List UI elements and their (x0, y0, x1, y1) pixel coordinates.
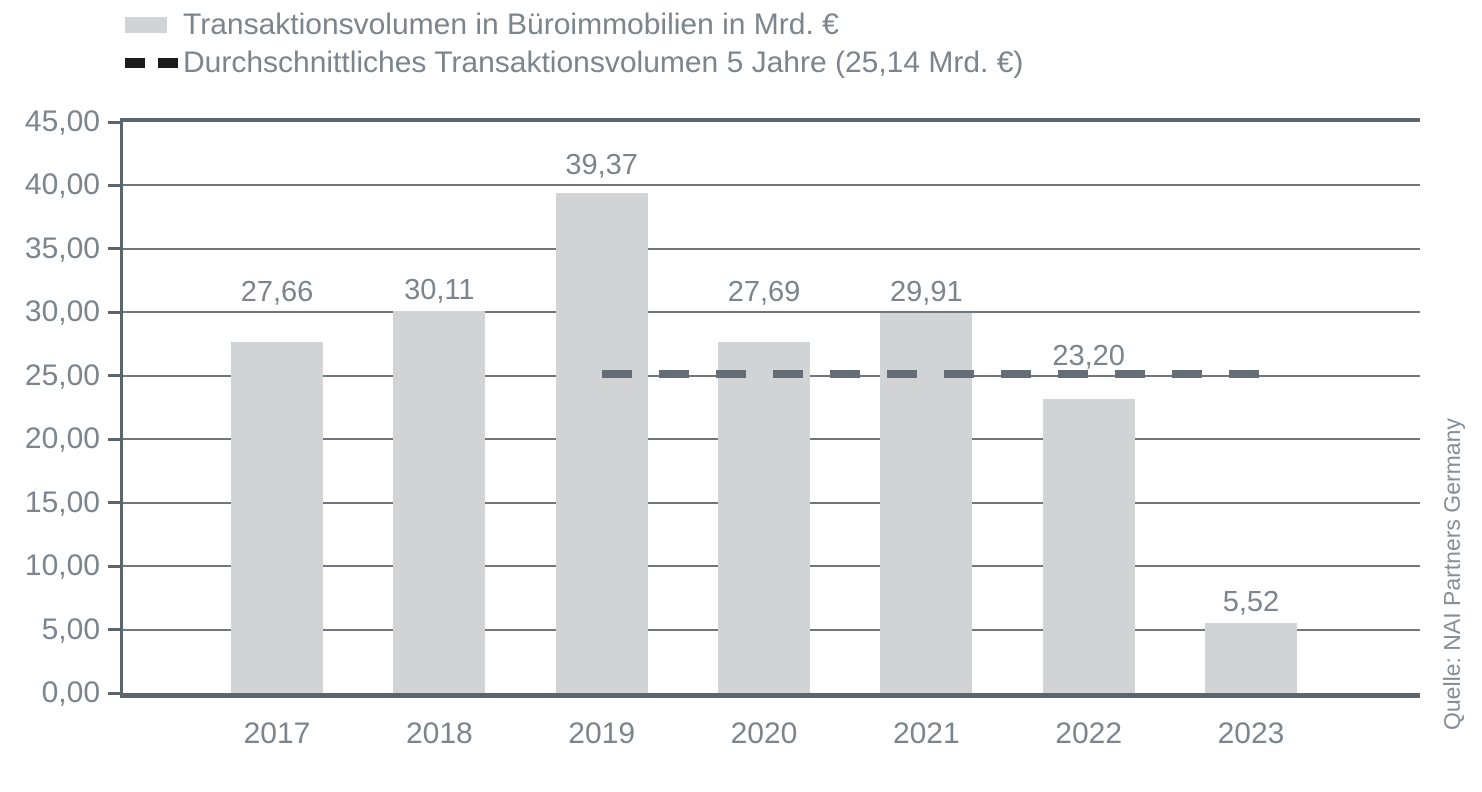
source-note: Quelle: NAI Partners Germany (1439, 418, 1465, 730)
bar-value-label: 39,37 (565, 149, 638, 182)
legend-item-bars-label: Transaktionsvolumen in Büroimmobilien in… (183, 8, 839, 41)
y-axis-tick-label: 20,00 (24, 422, 100, 456)
x-axis-label: 2018 (405, 717, 473, 750)
x-axis-label: 2021 (892, 717, 960, 750)
y-axis-tick-label: 0,00 (41, 676, 100, 709)
average-line (601, 370, 1261, 378)
x-axis-label: 2019 (568, 717, 636, 750)
y-axis-tick-label: 40,00 (24, 168, 100, 202)
y-axis-tick (108, 501, 123, 505)
x-axis-label: 2022 (1055, 717, 1123, 750)
legend-item-bars: Transaktionsvolumen in Büroimmobilien in… (125, 8, 1023, 42)
y-axis-tick (108, 437, 123, 441)
bar-value-label: 23,20 (1052, 339, 1125, 372)
x-axis-label: 2017 (243, 717, 311, 750)
gridline (123, 311, 1420, 314)
y-axis-tick (108, 628, 123, 632)
bar-2023 (1204, 622, 1297, 693)
bar-value-label: 5,52 (1222, 585, 1280, 618)
legend-item-average: Durchschnittliches Transaktionsvolumen 5… (125, 46, 1023, 80)
y-axis-tick-label: 45,00 (24, 105, 100, 138)
y-axis-tick (108, 310, 123, 314)
y-axis-tick-label: 5,00 (41, 612, 100, 646)
bar-2022 (1042, 398, 1135, 693)
x-axis-label: 2023 (1217, 717, 1285, 750)
y-axis-tick (108, 374, 123, 378)
x-axis-label: 2020 (730, 717, 798, 750)
y-axis-tick-label: 10,00 (24, 549, 100, 583)
bar-value-label: 29,91 (890, 276, 963, 309)
y-axis-tick (108, 564, 123, 568)
bar-2019 (555, 193, 648, 693)
y-axis-tick-label: 30,00 (24, 295, 100, 329)
y-axis-tick (108, 247, 123, 251)
bar-value-label: 27,66 (240, 276, 314, 309)
bar-2018 (393, 310, 486, 693)
y-axis-tick-label: 25,00 (24, 358, 100, 392)
bar-value-label: 27,69 (727, 276, 801, 309)
y-axis-tick (108, 183, 123, 187)
legend-item-average-label: Durchschnittliches Transaktionsvolumen 5… (183, 46, 1024, 79)
y-axis-tick-label: 35,00 (24, 231, 100, 265)
bar-2017 (231, 342, 323, 693)
dashed-line-swatch-icon (125, 58, 183, 68)
y-axis-tick-label: 15,00 (24, 485, 100, 519)
y-axis-tick (108, 120, 123, 124)
bar-value-label: 30,11 (404, 273, 475, 306)
chart-legend: Transaktionsvolumen in Büroimmobilien in… (125, 8, 1023, 80)
y-axis-tick (108, 691, 123, 695)
plot-area: 0,00 5,00 10,00 15,00 20,00 25,00 30,00 35,00 40… (25, 107, 1420, 750)
gridline (123, 184, 1420, 187)
gridline (123, 247, 1420, 250)
bar-2020 (717, 341, 810, 693)
bar-swatch-icon (125, 17, 183, 33)
